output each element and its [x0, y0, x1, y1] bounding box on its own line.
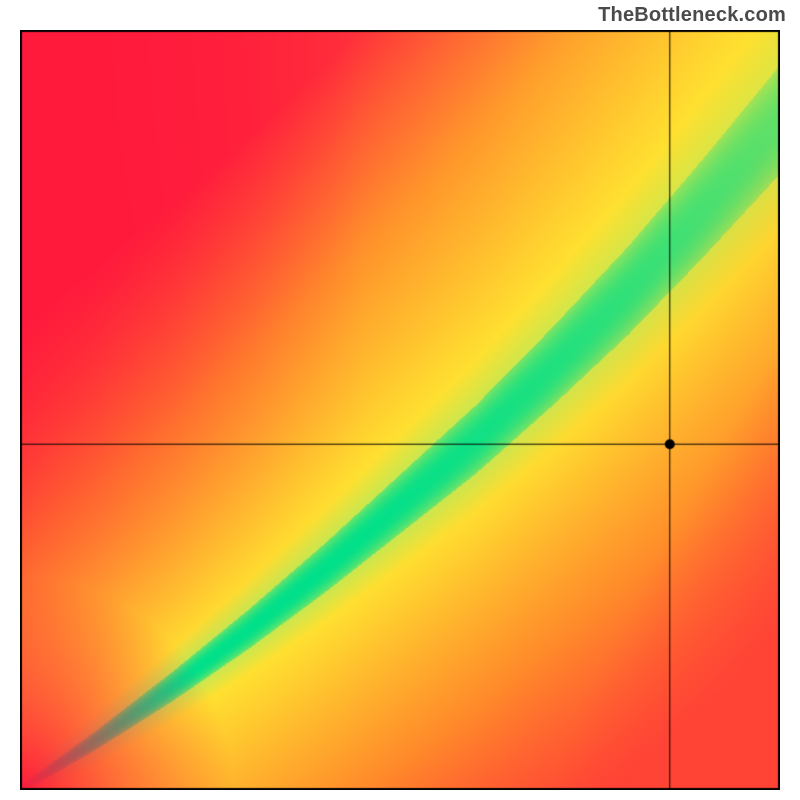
watermark-text: TheBottleneck.com — [598, 4, 786, 27]
bottleneck-heatmap-chart — [20, 30, 780, 790]
overlay-canvas — [20, 30, 780, 790]
